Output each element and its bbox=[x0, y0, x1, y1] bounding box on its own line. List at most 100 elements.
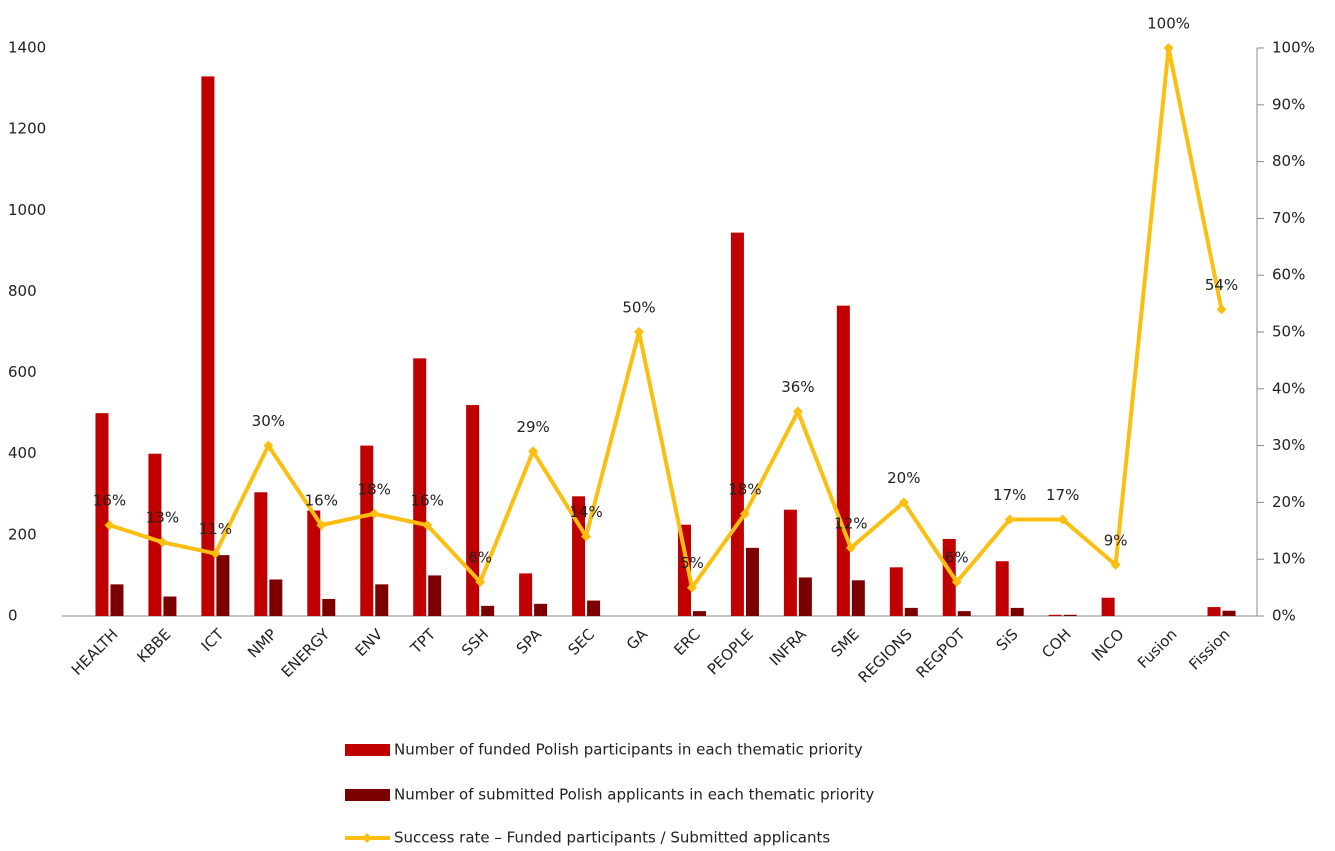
y-tick-label: 1400 bbox=[8, 39, 46, 57]
x-tick-label: INCO bbox=[1088, 625, 1128, 665]
marker bbox=[1216, 304, 1227, 315]
bar bbox=[110, 584, 124, 616]
bar bbox=[942, 538, 956, 616]
y2-tick-label: 10% bbox=[1272, 550, 1305, 568]
marker bbox=[686, 582, 697, 593]
x-tick-label: COH bbox=[1038, 625, 1074, 661]
data-label: 11% bbox=[199, 520, 232, 538]
bar bbox=[466, 405, 480, 616]
marker bbox=[951, 576, 962, 587]
y2-tick-label: 30% bbox=[1272, 436, 1305, 454]
legend-swatch bbox=[345, 744, 390, 756]
y-tick-label: 1000 bbox=[8, 201, 46, 219]
x-tick-label: SiS bbox=[993, 625, 1022, 654]
legend-label: Number of funded Polish participants in … bbox=[394, 741, 863, 759]
bar bbox=[481, 605, 495, 616]
data-label: 54% bbox=[1205, 276, 1238, 294]
data-label: 100% bbox=[1147, 15, 1190, 33]
y2-tick-label: 100% bbox=[1272, 39, 1315, 57]
bar bbox=[889, 567, 903, 616]
y2-tick-label: 90% bbox=[1272, 95, 1305, 113]
bar bbox=[587, 600, 601, 616]
x-tick-label: SEC bbox=[565, 625, 599, 659]
x-tick-label: ERC bbox=[670, 625, 704, 659]
y2-tick-label: 50% bbox=[1272, 323, 1305, 341]
bar bbox=[201, 76, 215, 616]
marker bbox=[634, 327, 645, 337]
data-label: 17% bbox=[1046, 486, 1079, 504]
data-label: 12% bbox=[834, 514, 867, 532]
x-tick-label: REGPOT bbox=[913, 625, 970, 682]
marker bbox=[475, 576, 486, 587]
x-tick-label: KBBE bbox=[133, 625, 174, 666]
x-tick-label: ICT bbox=[198, 625, 228, 655]
data-label: 6% bbox=[945, 548, 969, 566]
bar bbox=[798, 577, 812, 616]
x-tick-label: Fusion bbox=[1134, 625, 1181, 672]
x-tick-label: PEOPLE bbox=[704, 625, 757, 678]
bar bbox=[95, 413, 109, 616]
x-tick-label: SME bbox=[828, 625, 863, 660]
bar bbox=[375, 584, 389, 616]
x-tick-label: TPT bbox=[406, 625, 439, 658]
data-label: 6% bbox=[468, 548, 492, 566]
bar bbox=[413, 358, 427, 616]
y-tick-label: 1200 bbox=[8, 120, 46, 138]
y-tick-label: 0 bbox=[8, 607, 18, 625]
x-tick-label: GA bbox=[623, 625, 652, 654]
data-label: 18% bbox=[728, 480, 761, 498]
data-label: 14% bbox=[569, 503, 602, 521]
bar bbox=[730, 232, 744, 616]
marker bbox=[263, 440, 274, 451]
data-label: 16% bbox=[411, 492, 444, 510]
data-label: 50% bbox=[622, 299, 655, 317]
bar bbox=[148, 453, 162, 616]
y2-tick-label: 0% bbox=[1272, 607, 1296, 625]
bar bbox=[904, 607, 918, 616]
bar bbox=[307, 510, 321, 616]
legend-swatch bbox=[345, 789, 390, 801]
bar bbox=[783, 509, 797, 616]
y2-tick-label: 70% bbox=[1272, 209, 1305, 227]
data-label: 9% bbox=[1104, 531, 1128, 549]
bar bbox=[163, 596, 177, 616]
data-label: 13% bbox=[146, 509, 179, 527]
bar bbox=[428, 575, 442, 616]
data-label: 29% bbox=[516, 418, 549, 436]
y-tick-label: 200 bbox=[8, 525, 37, 543]
marker bbox=[898, 497, 909, 508]
bar bbox=[692, 611, 706, 616]
bar bbox=[269, 579, 283, 616]
x-tick-label: Fission bbox=[1185, 625, 1233, 673]
x-tick-label: REGIONS bbox=[855, 625, 916, 686]
y-tick-label: 600 bbox=[8, 363, 37, 381]
data-label: 20% bbox=[887, 469, 920, 487]
marker bbox=[369, 508, 380, 519]
y2-tick-label: 60% bbox=[1272, 266, 1305, 284]
y2-tick-label: 40% bbox=[1272, 379, 1305, 397]
bar bbox=[836, 305, 850, 616]
bar bbox=[677, 524, 691, 616]
bar bbox=[254, 492, 268, 616]
marker bbox=[316, 520, 327, 531]
bar bbox=[519, 573, 533, 616]
bar bbox=[534, 603, 548, 616]
marker bbox=[1057, 514, 1068, 525]
marker bbox=[157, 537, 168, 548]
bar bbox=[745, 547, 759, 616]
bar bbox=[322, 598, 336, 616]
data-label: 30% bbox=[252, 412, 285, 430]
data-label: 17% bbox=[993, 486, 1026, 504]
data-label: 18% bbox=[358, 480, 391, 498]
bar bbox=[1048, 614, 1062, 616]
x-tick-label: INFRA bbox=[766, 625, 811, 670]
x-tick-label: SPA bbox=[513, 625, 546, 658]
line bbox=[108, 46, 1224, 590]
x-tick-label: ENERGY bbox=[278, 625, 334, 681]
x-tick-label: HEALTH bbox=[68, 625, 122, 679]
marker bbox=[1004, 514, 1015, 525]
bar bbox=[851, 580, 865, 616]
bar bbox=[1063, 614, 1077, 616]
legend-label: Number of submitted Polish applicants in… bbox=[394, 786, 874, 804]
